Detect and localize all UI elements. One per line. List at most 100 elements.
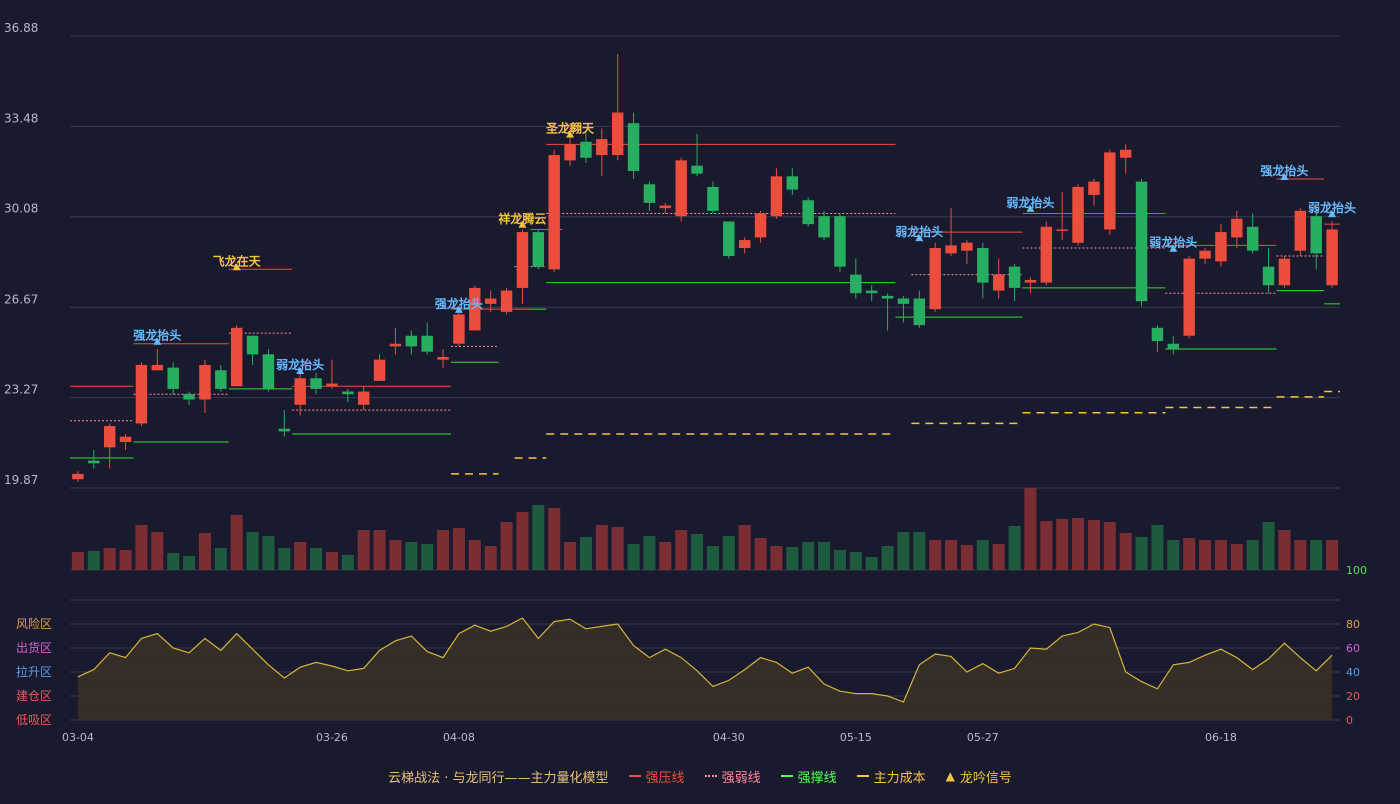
candle-body bbox=[135, 364, 148, 424]
legend-label-support: 强撑线 bbox=[797, 770, 837, 786]
volume-bar bbox=[484, 546, 497, 570]
candle-body bbox=[834, 216, 846, 267]
volume-bar bbox=[564, 542, 577, 570]
legend-item-pressure[interactable]: 强压线 bbox=[628, 767, 685, 786]
volume-bar bbox=[595, 525, 608, 570]
volume-bar bbox=[1056, 519, 1069, 570]
volume-bar bbox=[1278, 530, 1291, 570]
signal-triangle-icon bbox=[1328, 210, 1337, 218]
oscillator-tick-label: 80 bbox=[1346, 618, 1360, 631]
volume-bar bbox=[1103, 522, 1116, 570]
volume-bar bbox=[246, 532, 259, 570]
volume-bar bbox=[262, 536, 275, 570]
volume-bar bbox=[1135, 537, 1148, 570]
oscillator-tick-label: 60 bbox=[1346, 642, 1360, 655]
volume-bar bbox=[103, 548, 116, 570]
volume-bar bbox=[1040, 521, 1053, 570]
candle-body bbox=[1008, 266, 1021, 288]
legend-item-weak[interactable]: 强弱线 bbox=[704, 767, 761, 786]
volume-bar bbox=[1119, 533, 1132, 570]
candle-body bbox=[1215, 232, 1227, 262]
x-tick-label: 06-18 bbox=[1205, 731, 1237, 744]
candle-body bbox=[977, 248, 989, 283]
candle-body bbox=[1231, 218, 1243, 238]
signal-triangle-icon bbox=[566, 130, 575, 138]
signal-label: 弱龙抬头 bbox=[1006, 195, 1054, 210]
candle-body bbox=[342, 391, 354, 395]
signal-label: 弱龙抬头 bbox=[276, 357, 324, 372]
candle-body bbox=[850, 274, 862, 294]
volume-bar bbox=[325, 552, 338, 570]
candle-body bbox=[1040, 226, 1053, 283]
candle-body bbox=[564, 144, 576, 161]
oscillator-tick-label: 40 bbox=[1346, 666, 1360, 679]
candle-body bbox=[929, 248, 941, 310]
candle-body bbox=[897, 298, 910, 304]
candle-body bbox=[1151, 327, 1164, 342]
candle-body bbox=[119, 436, 132, 443]
volume-bar bbox=[976, 540, 989, 570]
candle-body bbox=[262, 354, 275, 389]
candle-body bbox=[1056, 229, 1068, 231]
candle-body bbox=[818, 216, 830, 238]
volume-bar bbox=[1294, 540, 1307, 570]
candle-body bbox=[357, 391, 370, 405]
candle-body bbox=[1326, 229, 1338, 286]
candle-body bbox=[230, 327, 243, 387]
volume-bar bbox=[1072, 518, 1085, 570]
signal-label: 圣龙翱天 bbox=[545, 120, 595, 135]
signal-label: 强龙抬头 bbox=[435, 296, 483, 311]
volume-bar bbox=[913, 532, 926, 570]
candle-body bbox=[421, 335, 433, 352]
volume-bar bbox=[770, 546, 783, 570]
volume-bar bbox=[1199, 540, 1212, 570]
volume-bar bbox=[818, 542, 831, 570]
volume-bar bbox=[294, 542, 307, 570]
volume-bar bbox=[500, 522, 513, 570]
volume-bar bbox=[548, 508, 561, 570]
volume-bar bbox=[405, 542, 418, 570]
candle-body bbox=[167, 367, 179, 389]
volume-bar bbox=[929, 540, 942, 570]
legend-label-signal: 龙吟信号 bbox=[959, 770, 1012, 786]
candle-body bbox=[961, 242, 973, 251]
zone-label: 出货区 bbox=[16, 640, 52, 655]
volume-bar bbox=[738, 525, 751, 570]
volume-bar bbox=[1183, 538, 1196, 570]
legend-item-support[interactable]: 强撑线 bbox=[780, 767, 837, 786]
candle-body bbox=[707, 186, 719, 211]
candle-body bbox=[1294, 210, 1307, 251]
volume-bar bbox=[151, 532, 164, 570]
volume-bar bbox=[1087, 520, 1100, 570]
signal-triangle-icon bbox=[518, 220, 527, 228]
candle-body bbox=[1088, 181, 1100, 195]
candle-body bbox=[786, 176, 799, 190]
candle-body bbox=[215, 370, 227, 389]
volume-bar bbox=[421, 544, 434, 570]
legend-dashed-line-icon bbox=[856, 775, 869, 777]
candle-body bbox=[865, 290, 878, 294]
candle-body bbox=[151, 364, 164, 371]
candle-body bbox=[627, 123, 640, 171]
candle-body bbox=[580, 141, 592, 158]
candle-body bbox=[1199, 250, 1211, 259]
price-tick-label: 36.88 bbox=[4, 21, 38, 35]
candle-body bbox=[453, 314, 465, 344]
candle-body bbox=[1278, 258, 1291, 286]
candle-body bbox=[278, 428, 291, 432]
signal-triangle-icon bbox=[1026, 204, 1035, 212]
volume-bar bbox=[945, 540, 958, 570]
volume-bar bbox=[881, 546, 894, 570]
candle-body bbox=[1135, 181, 1148, 302]
volume-bar bbox=[135, 525, 148, 570]
volume-bar bbox=[992, 544, 1005, 570]
candle-body bbox=[1119, 149, 1132, 158]
signal-label: 飞龙在天 bbox=[213, 253, 262, 268]
signal-label: 强龙抬头 bbox=[133, 328, 181, 343]
candle-body bbox=[691, 165, 703, 174]
legend-dotted-line-icon bbox=[704, 775, 717, 777]
legend-item-cost[interactable]: 主力成本 bbox=[856, 767, 926, 786]
candle-body bbox=[437, 356, 449, 360]
legend-item-signal[interactable]: ▲ 龙吟信号 bbox=[946, 767, 1012, 786]
price-tick-label: 19.87 bbox=[4, 473, 38, 487]
